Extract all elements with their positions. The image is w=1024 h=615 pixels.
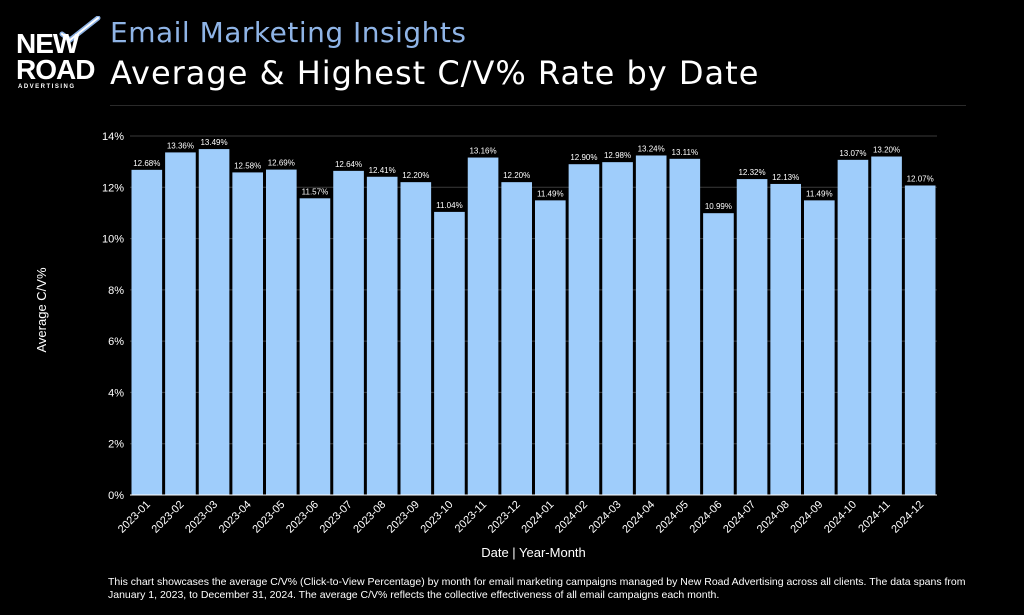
- x-tick-label: 2023-08: [351, 499, 388, 536]
- x-tick-label: 2023-06: [284, 499, 321, 536]
- bar: [602, 162, 633, 496]
- data-label: 10.99%: [705, 202, 732, 211]
- bar: [299, 198, 331, 496]
- data-label: 11.49%: [806, 189, 833, 198]
- checkmark-icon: [59, 16, 101, 43]
- x-tick-label: 2024-08: [755, 499, 792, 536]
- data-label: 13.11%: [672, 148, 699, 157]
- y-tick-label: 4%: [108, 387, 124, 399]
- bar: [467, 157, 499, 496]
- bar: [434, 211, 465, 495]
- data-label: 12.69%: [268, 159, 295, 168]
- bar: [669, 158, 701, 495]
- bar: [703, 213, 734, 495]
- x-tick-label: 2023-03: [183, 499, 220, 536]
- x-tick-label: 2024-01: [519, 499, 556, 536]
- x-tick-label: 2024-09: [788, 499, 825, 536]
- x-tick-label: 2023-07: [318, 499, 355, 536]
- chart-footnote: This chart showcases the average C/V% (C…: [108, 576, 966, 601]
- bar: [131, 169, 163, 495]
- y-axis-label: Average C/V%: [34, 267, 49, 352]
- logo-word-advertising: ADVERTISING: [18, 84, 76, 90]
- y-tick-label: 6%: [108, 336, 124, 348]
- bar: [770, 183, 801, 495]
- y-tick-label: 14%: [102, 131, 124, 143]
- x-tick-label: 2023-12: [486, 499, 523, 536]
- bar: [501, 182, 532, 495]
- x-tick-label: 2024-03: [587, 499, 624, 536]
- data-label: 13.36%: [167, 141, 194, 150]
- bar: [400, 182, 432, 495]
- data-label: 12.68%: [133, 159, 160, 168]
- data-label: 13.16%: [469, 147, 496, 156]
- brand-logo: NEW ROAD ADVERTISING: [14, 16, 101, 90]
- data-label: 11.57%: [302, 187, 329, 196]
- bar: [736, 179, 768, 495]
- bar: [232, 172, 263, 496]
- data-label: 12.64%: [335, 160, 362, 169]
- bar: [635, 155, 667, 495]
- data-label: 12.90%: [570, 153, 597, 162]
- y-tick-label: 0%: [108, 490, 124, 502]
- data-label: 13.24%: [638, 144, 665, 153]
- x-tick-label: 2024-07: [721, 499, 758, 536]
- bar-chart: 0% 2% 4% 6% 8% 10% 12% 14% 12.68% 2023-01 13.36% 20…: [34, 131, 937, 560]
- data-label: 12.20%: [402, 171, 429, 180]
- data-label: 13.07%: [839, 149, 866, 158]
- x-tick-label: 2024-06: [688, 499, 725, 536]
- data-label: 12.98%: [604, 151, 631, 160]
- bar: [804, 200, 835, 495]
- x-tick-label: 2024-04: [620, 499, 657, 536]
- x-tick-label: 2023-04: [217, 499, 254, 536]
- data-label: 12.32%: [738, 168, 765, 177]
- x-axis-label: Date | Year-Month: [481, 545, 586, 560]
- data-label: 11.49%: [537, 189, 564, 198]
- x-tick-label: 2023-09: [385, 499, 422, 536]
- data-label: 12.07%: [907, 174, 934, 183]
- bar: [165, 152, 196, 495]
- x-tick-label: 2024-05: [654, 499, 691, 536]
- x-tick-label: 2023-10: [419, 499, 456, 536]
- x-tick-label: 2024-10: [822, 499, 859, 536]
- header-divider: [110, 105, 966, 106]
- y-tick-label: 12%: [102, 182, 124, 194]
- data-label: 13.49%: [200, 138, 227, 147]
- data-label: 13.20%: [873, 146, 900, 155]
- bar: [837, 159, 869, 496]
- data-label: 12.20%: [503, 171, 530, 180]
- logo-word-road: ROAD: [16, 54, 95, 85]
- x-tick-label: 2023-05: [250, 499, 287, 536]
- page-subtitle: Email Marketing Insights: [110, 16, 467, 49]
- y-tick-label: 2%: [108, 439, 124, 451]
- x-tick-label: 2024-11: [856, 499, 892, 535]
- bar: [568, 164, 600, 495]
- x-tick-label: 2024-02: [553, 499, 590, 536]
- bar: [366, 176, 398, 495]
- data-label: 12.58%: [234, 161, 261, 170]
- bar: [871, 156, 902, 495]
- data-label: 12.13%: [772, 173, 799, 182]
- bar: [535, 200, 566, 495]
- bar: [904, 185, 936, 495]
- x-tick-label: 2023-02: [150, 499, 187, 536]
- bar: [198, 149, 230, 495]
- data-label: 11.04%: [436, 201, 463, 210]
- x-tick-label: 2024-12: [889, 499, 926, 536]
- page-title: Average & Highest C/V% Rate by Date: [110, 54, 760, 92]
- x-tick-label: 2023-11: [453, 499, 489, 535]
- bar: [333, 170, 364, 496]
- logo-word-new: NEW: [16, 28, 79, 59]
- y-tick-label: 8%: [108, 285, 124, 297]
- y-tick-label: 10%: [102, 234, 124, 246]
- bar: [266, 169, 297, 495]
- x-tick-label: 2023-01: [116, 499, 153, 536]
- data-label: 12.41%: [369, 166, 396, 175]
